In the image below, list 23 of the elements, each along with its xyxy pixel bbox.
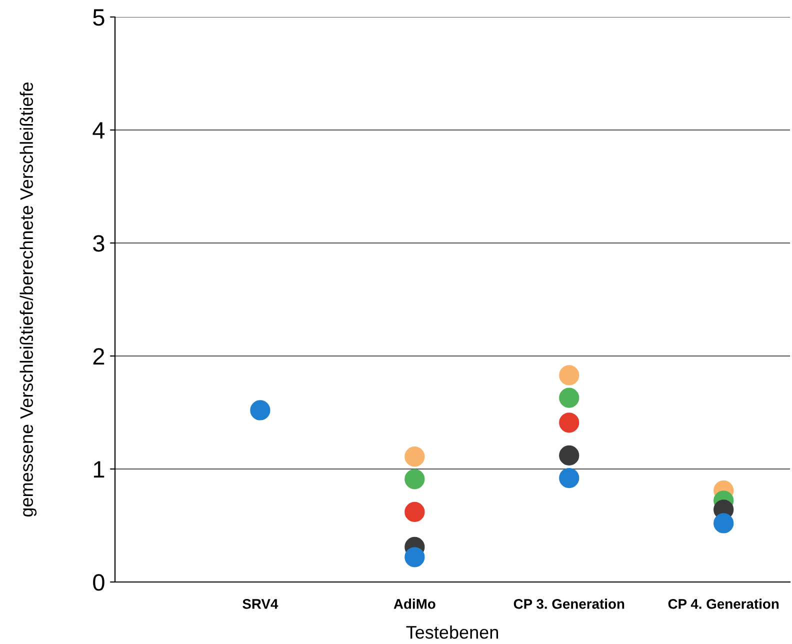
point	[559, 412, 580, 433]
point	[404, 547, 425, 568]
y-tick-label: 4	[92, 122, 105, 139]
y-tick-label: 1	[94, 461, 104, 478]
x-axis-title: Testebenen	[406, 626, 498, 639]
point	[404, 446, 425, 467]
point	[559, 468, 580, 488]
point	[250, 400, 270, 420]
point	[714, 513, 734, 534]
x-tick-label: CP 4. Generation	[668, 598, 779, 609]
point	[404, 502, 425, 522]
point	[559, 445, 580, 466]
y-tick-label: 3	[93, 235, 104, 252]
point	[559, 388, 580, 408]
y-axis-title: gemessene Verschleißtiefe/berechnete Verschleißtiefe	[20, 82, 37, 517]
x-tick-label: SRV4	[242, 599, 278, 609]
y-tick-label: 0	[93, 574, 104, 591]
point	[404, 469, 425, 490]
y-tick-label: 2	[93, 348, 104, 365]
x-tick-label: CP 3. Generation	[514, 598, 624, 609]
point	[559, 365, 580, 386]
x-tick-label: AdiMo	[394, 598, 436, 609]
y-tick-label: 5	[93, 9, 104, 26]
